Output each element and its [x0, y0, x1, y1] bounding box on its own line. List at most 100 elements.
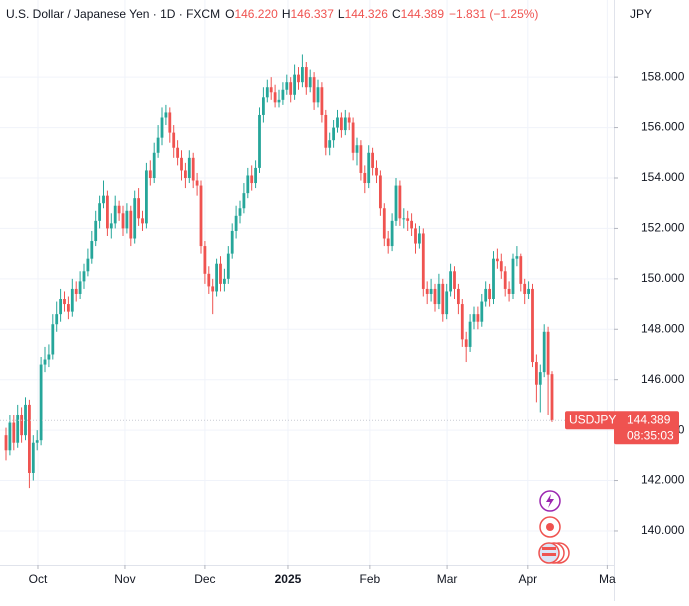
- candle-body: [300, 67, 304, 83]
- candle-body: [102, 195, 105, 204]
- candle-body: [351, 122, 355, 153]
- candle-body: [332, 127, 335, 141]
- ohlc-label: C: [392, 7, 401, 21]
- y-tick-label: 156.000: [641, 120, 685, 134]
- candle-body: [273, 92, 277, 103]
- change: −1.831 (−1.25%): [449, 7, 538, 21]
- candle-body: [456, 288, 460, 305]
- candle-body: [363, 172, 367, 184]
- candle-body: [215, 263, 219, 292]
- candle-body: [527, 288, 530, 294]
- x-tick-label: Ma: [599, 572, 616, 586]
- ohlc-label: L: [338, 7, 345, 21]
- candle-body: [265, 87, 269, 98]
- icon: [546, 494, 554, 508]
- candle-body: [542, 331, 546, 373]
- candle-body: [4, 435, 8, 451]
- candle-body: [59, 299, 63, 315]
- candle-body: [164, 112, 168, 118]
- candle-body: [223, 278, 226, 284]
- candle-body: [20, 414, 24, 436]
- y-tick-label: 148.000: [641, 321, 685, 335]
- candle-body: [74, 288, 78, 294]
- candle-body: [199, 185, 203, 247]
- candle-body: [141, 218, 144, 224]
- candles: [4, 54, 554, 489]
- x-tick-label: Oct: [29, 572, 48, 586]
- candle-body: [43, 359, 47, 365]
- y-tick-label: 140.000: [641, 523, 685, 537]
- candle-body: [472, 314, 476, 322]
- candle-body: [258, 114, 261, 168]
- candle-body: [51, 324, 55, 355]
- candle-body: [480, 301, 484, 322]
- candle-body: [503, 271, 507, 289]
- candle-body: [261, 97, 265, 115]
- candle-body: [250, 175, 254, 184]
- candle-body: [184, 170, 187, 178]
- candle-body: [246, 175, 250, 194]
- candle-body: [70, 288, 74, 312]
- candle-body: [16, 414, 20, 443]
- y-tick-label: 154.000: [641, 170, 685, 184]
- ohlc-value: 146.337: [291, 7, 335, 21]
- x-tick-label: 2025: [275, 572, 302, 586]
- candle-body: [468, 321, 472, 347]
- y-tick-label: 152.000: [641, 221, 685, 235]
- candle-body: [441, 283, 445, 315]
- candle-body: [195, 180, 199, 186]
- candle-body: [219, 263, 222, 284]
- candle-body: [382, 208, 386, 239]
- candle-body: [109, 223, 113, 229]
- icon: [542, 547, 556, 550]
- candle-body: [106, 195, 109, 229]
- candle-body: [538, 372, 542, 385]
- candle-body: [394, 185, 398, 221]
- candle-body: [336, 117, 339, 128]
- candle-body: [148, 170, 152, 178]
- candle-body: [433, 288, 437, 305]
- candle-body: [187, 157, 191, 178]
- candle-body: [453, 271, 456, 289]
- candle-body: [339, 117, 343, 131]
- candle-body: [242, 193, 246, 209]
- candle-body: [82, 271, 86, 282]
- candle-body: [129, 210, 133, 239]
- ohlc-label: O: [225, 7, 234, 21]
- candle-body: [421, 233, 425, 289]
- x-tick-label: Nov: [114, 572, 135, 586]
- candle-body: [254, 167, 257, 184]
- candle-body: [117, 205, 121, 214]
- candle-body: [94, 220, 98, 242]
- candle-body: [98, 203, 102, 221]
- candle-body: [281, 89, 285, 100]
- candle-body: [523, 283, 527, 294]
- candle-body: [515, 256, 519, 259]
- candle-body: [47, 354, 51, 360]
- candle-body: [378, 175, 382, 209]
- candle-body: [460, 304, 464, 340]
- candle-body: [519, 256, 523, 284]
- y-tick-label: 146.000: [641, 372, 685, 386]
- candle-body: [285, 82, 289, 90]
- candle-body: [355, 145, 359, 153]
- icon: [546, 523, 554, 531]
- price-label-box: [565, 411, 679, 430]
- candle-body: [417, 233, 421, 244]
- candle-body: [492, 258, 495, 300]
- candle-body: [499, 261, 503, 272]
- ohlc-label: H: [282, 7, 291, 21]
- candle-body: [133, 198, 137, 239]
- ohlc-value: 144.389: [401, 7, 445, 21]
- candle-body: [145, 170, 148, 224]
- candle-body: [410, 220, 413, 229]
- chart-title: U.S. Dollar / Japanese Yen · 1D · FXCM: [6, 7, 220, 21]
- candle-body: [464, 339, 468, 347]
- candle-body: [211, 286, 215, 292]
- candle-body: [12, 422, 16, 443]
- candle-body: [78, 281, 82, 294]
- candle-body: [484, 288, 488, 302]
- price-label-value: 144.389: [627, 412, 671, 426]
- candle-body: [156, 137, 160, 153]
